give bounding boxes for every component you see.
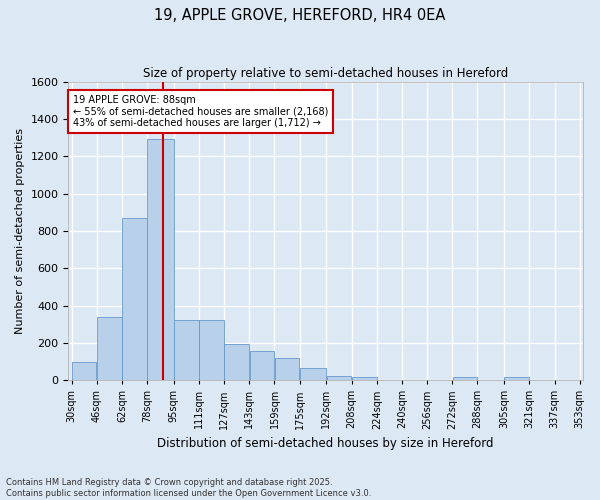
Bar xyxy=(250,351,274,380)
Title: Size of property relative to semi-detached houses in Hereford: Size of property relative to semi-detach… xyxy=(143,68,508,80)
Y-axis label: Number of semi-detached properties: Number of semi-detached properties xyxy=(15,128,25,334)
Bar xyxy=(352,378,377,380)
Bar xyxy=(122,218,147,380)
Bar xyxy=(275,358,299,380)
Text: Contains HM Land Registry data © Crown copyright and database right 2025.
Contai: Contains HM Land Registry data © Crown c… xyxy=(6,478,371,498)
Bar xyxy=(148,140,173,380)
Bar xyxy=(199,320,224,380)
X-axis label: Distribution of semi-detached houses by size in Hereford: Distribution of semi-detached houses by … xyxy=(157,437,494,450)
Bar xyxy=(505,378,529,380)
Bar xyxy=(174,320,199,380)
Bar xyxy=(97,316,122,380)
Bar xyxy=(72,362,97,380)
Bar xyxy=(300,368,326,380)
Bar xyxy=(452,378,477,380)
Bar xyxy=(326,376,352,380)
Bar xyxy=(224,344,249,380)
Text: 19 APPLE GROVE: 88sqm
← 55% of semi-detached houses are smaller (2,168)
43% of s: 19 APPLE GROVE: 88sqm ← 55% of semi-deta… xyxy=(73,94,328,128)
Text: 19, APPLE GROVE, HEREFORD, HR4 0EA: 19, APPLE GROVE, HEREFORD, HR4 0EA xyxy=(154,8,446,22)
